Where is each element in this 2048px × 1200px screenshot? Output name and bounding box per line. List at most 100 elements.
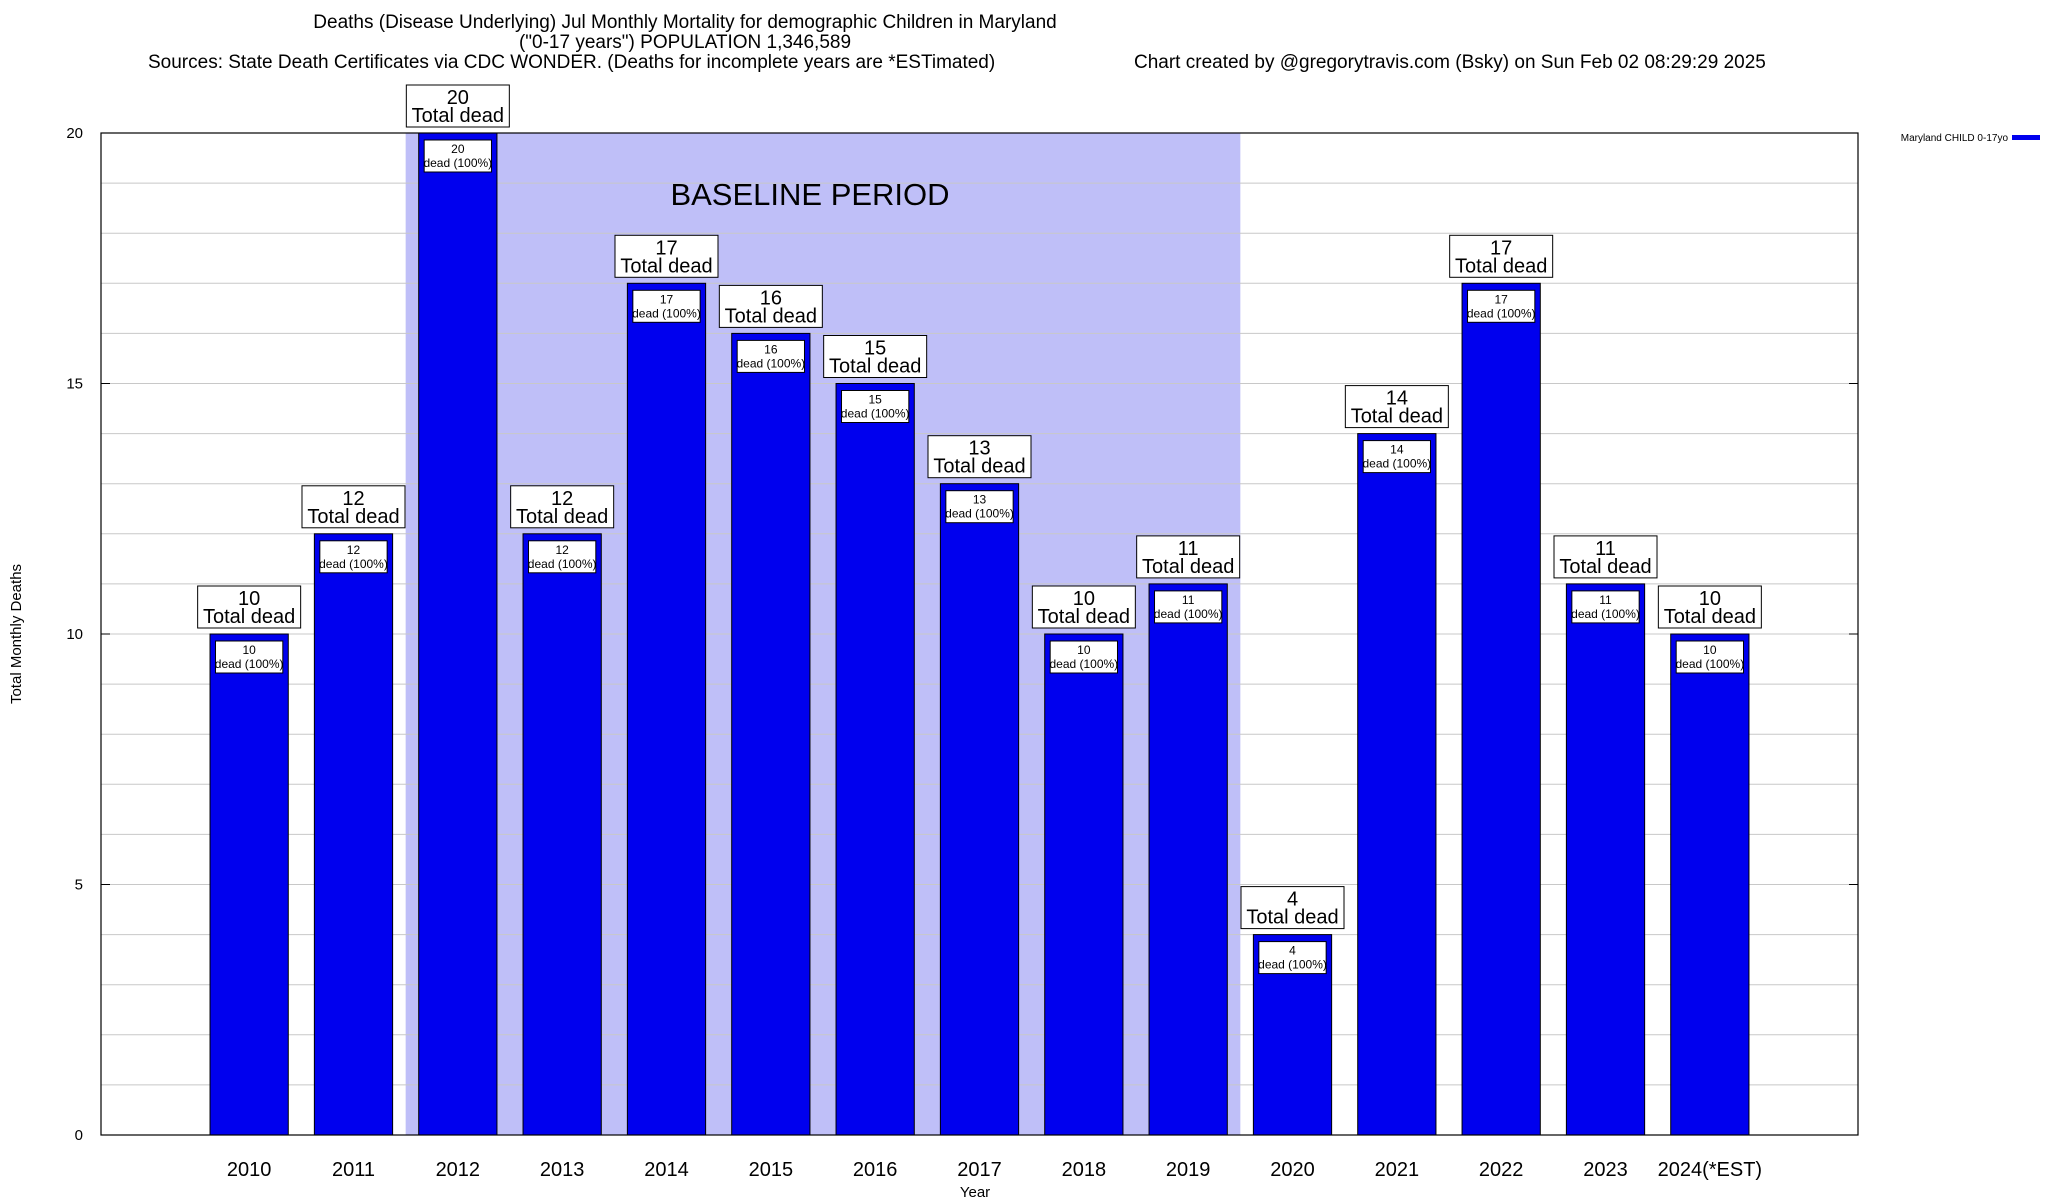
- total-label-text: Total dead: [307, 506, 399, 528]
- total-label-text: Total dead: [620, 255, 712, 277]
- y-axis-label: Total Monthly Deaths: [8, 564, 25, 704]
- inner-label-value: 10: [1703, 643, 1717, 657]
- inner-label-box: [945, 490, 1014, 524]
- bar-2010: [209, 633, 289, 1136]
- inner-label-value: 20: [451, 142, 465, 156]
- inner-label-box: [1675, 640, 1744, 674]
- total-label-box: [405, 84, 510, 128]
- legend-swatch: [2012, 135, 2040, 140]
- bar-2018: [1044, 633, 1124, 1136]
- total-label-value: 10: [1699, 588, 1721, 610]
- total-label-value: 15: [864, 338, 886, 360]
- total-label-box: [301, 485, 406, 529]
- x-tick-label: 2012: [436, 1159, 481, 1181]
- total-label-text: Total dead: [725, 305, 817, 327]
- x-tick-label: 2017: [957, 1159, 1002, 1181]
- inner-label-text: dead (100%): [423, 156, 492, 170]
- total-label-box: [1344, 385, 1449, 429]
- chart-sources: Sources: State Death Certificates via CD…: [148, 52, 996, 73]
- bar-2024(*EST): [1670, 633, 1750, 1136]
- inner-label-value: 11: [1182, 593, 1195, 607]
- inner-label-text: dead (100%): [945, 507, 1014, 521]
- x-axis-label: Year: [960, 1184, 990, 1200]
- total-label-text: Total dead: [1142, 556, 1234, 578]
- total-label-text: Total dead: [1351, 406, 1443, 428]
- total-label-value: 11: [1595, 538, 1616, 560]
- inner-label-box: [1362, 440, 1431, 474]
- total-label-value: 10: [1073, 588, 1095, 610]
- total-label-box: [823, 335, 928, 378]
- inner-label-value: 12: [555, 543, 569, 557]
- inner-label-text: dead (100%): [1467, 306, 1536, 320]
- total-label-value: 14: [1386, 388, 1408, 410]
- inner-label-text: dead (100%): [841, 407, 910, 421]
- x-tick-label: 2020: [1270, 1159, 1315, 1181]
- total-label-box: [1449, 234, 1554, 278]
- total-label-box: [510, 485, 615, 529]
- y-tick-label: 15: [66, 376, 83, 393]
- inner-label-value: 10: [242, 643, 256, 657]
- x-tick-label: 2024(*EST): [1658, 1159, 1763, 1181]
- inner-label-value: 17: [660, 292, 674, 306]
- x-tick-label: 2013: [540, 1159, 585, 1181]
- legend-label: Maryland CHILD 0-17yo: [1901, 133, 2009, 144]
- inner-label-value: 15: [868, 393, 882, 407]
- inner-label-value: 10: [1077, 643, 1091, 657]
- total-label-value: 12: [342, 488, 364, 510]
- inner-label-text: dead (100%): [1154, 607, 1223, 621]
- total-label-text: Total dead: [1455, 255, 1547, 277]
- total-label-box: [197, 585, 302, 629]
- inner-label-box: [632, 289, 701, 323]
- total-label-box: [1553, 535, 1658, 579]
- inner-label-box: [1571, 590, 1640, 624]
- x-tick-label: 2014: [644, 1159, 689, 1181]
- total-label-value: 4: [1287, 889, 1298, 911]
- x-tick-label: 2022: [1479, 1159, 1524, 1181]
- inner-label-value: 12: [347, 543, 361, 557]
- x-tick-label: 2023: [1583, 1159, 1628, 1181]
- x-tick-label: 2021: [1375, 1159, 1420, 1181]
- bar-2019: [1148, 583, 1228, 1136]
- total-label-box: [927, 435, 1032, 479]
- inner-label-value: 11: [1599, 593, 1612, 607]
- bar-2021: [1357, 433, 1437, 1136]
- inner-label-box: [423, 139, 492, 173]
- total-label-box: [1136, 535, 1241, 579]
- inner-label-box: [319, 540, 388, 574]
- inner-label-box: [1154, 590, 1223, 624]
- total-label-text: Total dead: [1246, 907, 1338, 929]
- inner-label-value: 16: [764, 342, 778, 356]
- total-label-text: Total dead: [829, 356, 921, 378]
- x-tick-label: 2018: [1062, 1159, 1107, 1181]
- bar-2012: [418, 132, 498, 1136]
- chart-title-line2: ("0-17 years") POPULATION 1,346,589: [518, 32, 852, 53]
- total-label-box: [1031, 585, 1136, 629]
- total-label-text: Total dead: [933, 456, 1025, 478]
- y-tick-label: 20: [66, 125, 83, 142]
- total-label-value: 17: [655, 237, 677, 259]
- total-label-text: Total dead: [1664, 606, 1756, 628]
- total-label-value: 16: [760, 287, 782, 309]
- inner-label-text: dead (100%): [215, 657, 284, 671]
- bar-2022: [1461, 282, 1541, 1136]
- total-label-text: Total dead: [1559, 556, 1651, 578]
- inner-label-text: dead (100%): [736, 356, 805, 370]
- bar-2017: [939, 483, 1020, 1136]
- total-label-value: 12: [551, 488, 573, 510]
- total-label-value: 11: [1178, 538, 1199, 560]
- total-label-box: [1657, 585, 1762, 629]
- inner-label-text: dead (100%): [1675, 657, 1744, 671]
- inner-label-text: dead (100%): [1049, 657, 1118, 671]
- total-label-value: 10: [238, 588, 260, 610]
- total-label-text: Total dead: [412, 105, 504, 127]
- x-tick-label: 2011: [332, 1159, 375, 1181]
- inner-label-box: [841, 390, 910, 423]
- chart-title-line1: Deaths (Disease Underlying) Jul Monthly …: [313, 12, 1057, 33]
- inner-label-value: 14: [1390, 443, 1404, 457]
- inner-label-text: dead (100%): [528, 557, 597, 571]
- inner-label-box: [528, 540, 597, 574]
- total-label-box: [718, 284, 823, 328]
- total-label-text: Total dead: [1038, 606, 1130, 628]
- bar-2016: [835, 383, 915, 1136]
